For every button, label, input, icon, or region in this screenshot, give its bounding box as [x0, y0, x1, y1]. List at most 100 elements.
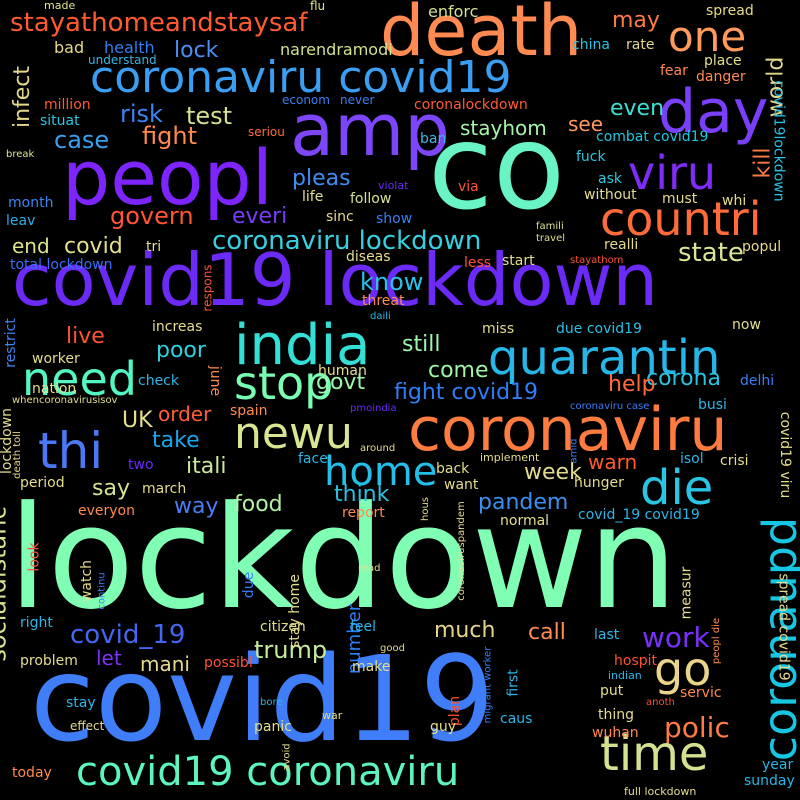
- word: via: [458, 179, 479, 195]
- word: normal: [500, 513, 550, 529]
- word: coronaviru: [408, 395, 728, 465]
- word: follow: [350, 191, 392, 207]
- word: busi: [698, 397, 727, 413]
- word: food: [234, 492, 283, 517]
- word: thi: [38, 422, 104, 480]
- word: covid19 viru: [777, 411, 794, 499]
- word: servic: [680, 685, 722, 701]
- word: stayathomeandstaysaf: [10, 8, 308, 38]
- word: case: [54, 126, 110, 154]
- word: covid19 lockdown: [12, 238, 659, 322]
- word: crisi: [720, 453, 749, 469]
- word: avoid: [281, 743, 293, 771]
- word: realli: [604, 237, 639, 253]
- word: anoth: [646, 697, 675, 708]
- word: one: [668, 12, 747, 61]
- word: infect: [10, 65, 36, 129]
- word: home: [324, 449, 438, 495]
- word: restrict: [2, 318, 19, 368]
- word: put: [600, 683, 624, 699]
- word: corona: [646, 366, 722, 391]
- word: violat: [378, 179, 409, 192]
- word: hunger: [574, 475, 624, 491]
- word: pandem: [478, 490, 569, 515]
- word: report: [342, 505, 385, 521]
- word: show: [376, 211, 413, 227]
- word: want: [444, 477, 479, 493]
- word: co: [428, 98, 566, 236]
- word: million: [44, 97, 91, 113]
- word: poor: [156, 338, 206, 363]
- word: week: [524, 460, 582, 485]
- word: enforc: [428, 2, 479, 21]
- word: nation: [32, 381, 77, 397]
- word: good: [380, 643, 405, 654]
- word: month: [8, 195, 54, 211]
- word: test: [186, 102, 233, 130]
- word: period: [20, 475, 65, 491]
- word: time: [600, 726, 709, 782]
- word: need: [22, 352, 137, 406]
- word: fight covid19: [394, 380, 539, 405]
- word: hous: [420, 496, 432, 522]
- word: narendramodi: [280, 40, 393, 59]
- word: less: [464, 255, 492, 271]
- word: never: [340, 93, 375, 107]
- word: stay: [66, 695, 96, 711]
- word: life: [302, 189, 324, 205]
- word: die: [640, 460, 714, 516]
- word: lockdown: [8, 476, 678, 641]
- word: govern: [110, 202, 194, 230]
- word: order: [158, 402, 212, 426]
- word: make: [352, 659, 391, 675]
- word: india: [234, 313, 371, 378]
- word: human: [318, 363, 367, 379]
- word: think: [334, 482, 390, 507]
- word: even: [610, 96, 665, 121]
- word: covid: [64, 234, 123, 259]
- word: start: [502, 253, 535, 269]
- word: due covid19: [556, 321, 642, 337]
- word: countri: [600, 192, 762, 246]
- word: seriou: [248, 125, 285, 139]
- word: may: [612, 8, 660, 33]
- word: travel: [536, 233, 566, 244]
- word: problem: [20, 653, 78, 669]
- word: miss: [482, 321, 515, 337]
- word: work: [642, 621, 710, 654]
- word: pleas: [292, 166, 351, 191]
- word: read: [358, 563, 381, 574]
- word: itali: [186, 454, 227, 479]
- word: stop: [234, 356, 334, 410]
- word: coronaviru lockdown: [212, 226, 482, 256]
- word: situat: [40, 113, 80, 129]
- word: covid_19: [70, 620, 186, 650]
- word: coronaviru covid19: [90, 52, 512, 103]
- word: go: [654, 642, 712, 696]
- word: covid_19 covid19: [578, 507, 700, 523]
- word: coronalockdown: [414, 97, 528, 113]
- word: total lockdown: [10, 257, 113, 273]
- word: look: [26, 542, 43, 572]
- word: rate: [626, 37, 655, 53]
- word: say: [92, 476, 130, 501]
- word: daili: [370, 311, 391, 322]
- word: caus: [500, 711, 533, 727]
- word: death: [380, 0, 583, 72]
- word: trump: [254, 636, 328, 664]
- word: everyon: [78, 503, 135, 519]
- word: implement: [480, 451, 540, 464]
- word: feel: [350, 619, 377, 635]
- word: coronaviruspandem: [455, 501, 467, 601]
- word: live: [66, 324, 105, 349]
- word: isol: [680, 451, 704, 467]
- word: stay home: [286, 574, 303, 648]
- word: today: [12, 765, 52, 781]
- word: econom: [282, 93, 330, 107]
- word: viru: [628, 146, 717, 200]
- word: help: [608, 372, 656, 397]
- word: covid19 coronaviru: [76, 749, 460, 795]
- word: polic: [664, 711, 730, 744]
- word: sunday: [744, 773, 795, 789]
- word: tri: [146, 239, 162, 255]
